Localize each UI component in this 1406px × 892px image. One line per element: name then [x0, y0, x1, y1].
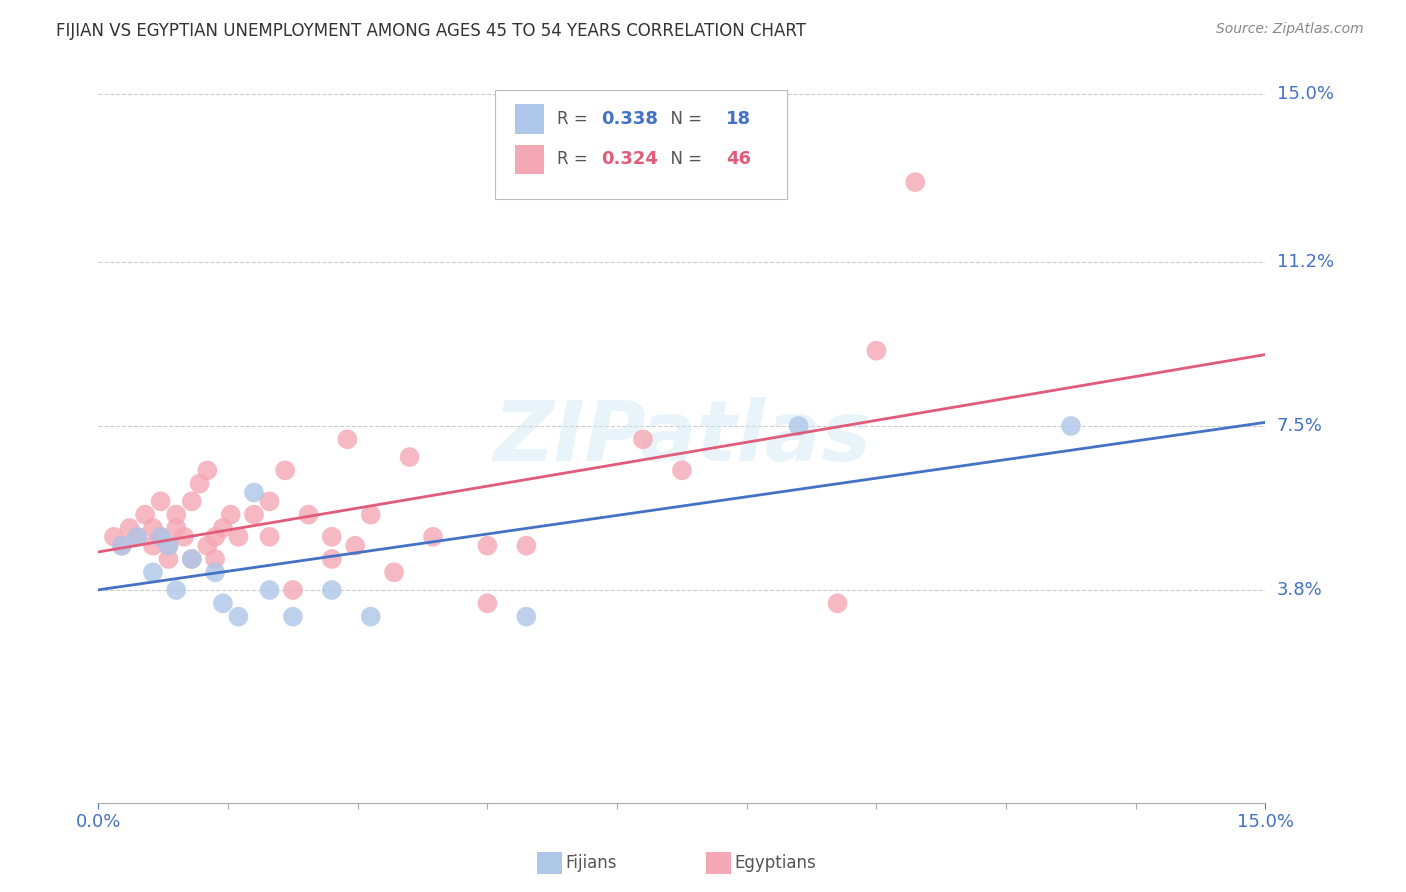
Point	[149, 494, 172, 508]
Point	[165, 582, 187, 597]
Text: R =: R =	[557, 150, 593, 168]
Point	[173, 530, 195, 544]
Text: 15.0%: 15.0%	[1277, 85, 1333, 103]
Point	[188, 476, 211, 491]
Point	[515, 539, 537, 553]
Point	[103, 530, 125, 544]
Text: 0.324: 0.324	[602, 150, 658, 168]
Point	[344, 539, 367, 553]
Text: 46: 46	[727, 150, 751, 168]
Text: 3.8%: 3.8%	[1277, 581, 1322, 599]
Point	[382, 566, 405, 580]
Point	[787, 419, 810, 434]
Point	[204, 566, 226, 580]
Point	[134, 508, 156, 522]
Point	[259, 494, 281, 508]
Point	[477, 539, 499, 553]
Text: ZIPatlas: ZIPatlas	[494, 397, 870, 477]
Point	[321, 552, 343, 566]
Text: 11.2%: 11.2%	[1277, 253, 1334, 271]
Point	[259, 530, 281, 544]
Point	[243, 485, 266, 500]
Point	[243, 508, 266, 522]
Point	[281, 582, 304, 597]
Text: R =: R =	[557, 110, 593, 128]
Point	[165, 508, 187, 522]
Point	[321, 530, 343, 544]
Text: N =: N =	[659, 110, 707, 128]
Point	[477, 596, 499, 610]
Point	[422, 530, 444, 544]
Point	[274, 463, 297, 477]
Point	[111, 539, 134, 553]
Point	[228, 609, 250, 624]
Point	[336, 432, 359, 446]
Point	[195, 539, 218, 553]
Point	[281, 609, 304, 624]
Point	[228, 530, 250, 544]
Point	[204, 552, 226, 566]
Point	[142, 539, 165, 553]
Text: Source: ZipAtlas.com: Source: ZipAtlas.com	[1216, 22, 1364, 37]
Bar	[515, 145, 544, 174]
Point	[360, 609, 382, 624]
Text: 18: 18	[727, 110, 751, 128]
Text: Fijians: Fijians	[565, 854, 617, 871]
Point	[149, 530, 172, 544]
Point	[157, 552, 180, 566]
FancyBboxPatch shape	[495, 90, 787, 200]
Point	[157, 539, 180, 553]
Point	[398, 450, 420, 464]
Point	[297, 508, 319, 522]
Point	[515, 609, 537, 624]
Point	[142, 521, 165, 535]
Text: 0.338: 0.338	[602, 110, 658, 128]
Point	[631, 432, 654, 446]
Point	[360, 508, 382, 522]
Point	[180, 552, 202, 566]
Point	[204, 530, 226, 544]
Point	[212, 521, 235, 535]
Point	[865, 343, 887, 358]
Point	[142, 566, 165, 580]
Text: Egyptians: Egyptians	[734, 854, 815, 871]
Point	[321, 582, 343, 597]
Text: N =: N =	[659, 150, 707, 168]
Point	[180, 552, 202, 566]
Point	[165, 521, 187, 535]
Point	[904, 175, 927, 189]
Point	[118, 521, 141, 535]
Point	[259, 582, 281, 597]
Text: FIJIAN VS EGYPTIAN UNEMPLOYMENT AMONG AGES 45 TO 54 YEARS CORRELATION CHART: FIJIAN VS EGYPTIAN UNEMPLOYMENT AMONG AG…	[56, 22, 806, 40]
Point	[157, 539, 180, 553]
Point	[219, 508, 242, 522]
Bar	[515, 104, 544, 134]
Text: 7.5%: 7.5%	[1277, 417, 1323, 435]
Point	[111, 539, 134, 553]
Point	[149, 530, 172, 544]
Point	[195, 463, 218, 477]
Point	[212, 596, 235, 610]
Point	[827, 596, 849, 610]
Point	[180, 494, 202, 508]
Point	[671, 463, 693, 477]
Point	[127, 530, 149, 544]
Point	[127, 530, 149, 544]
Point	[1060, 419, 1083, 434]
